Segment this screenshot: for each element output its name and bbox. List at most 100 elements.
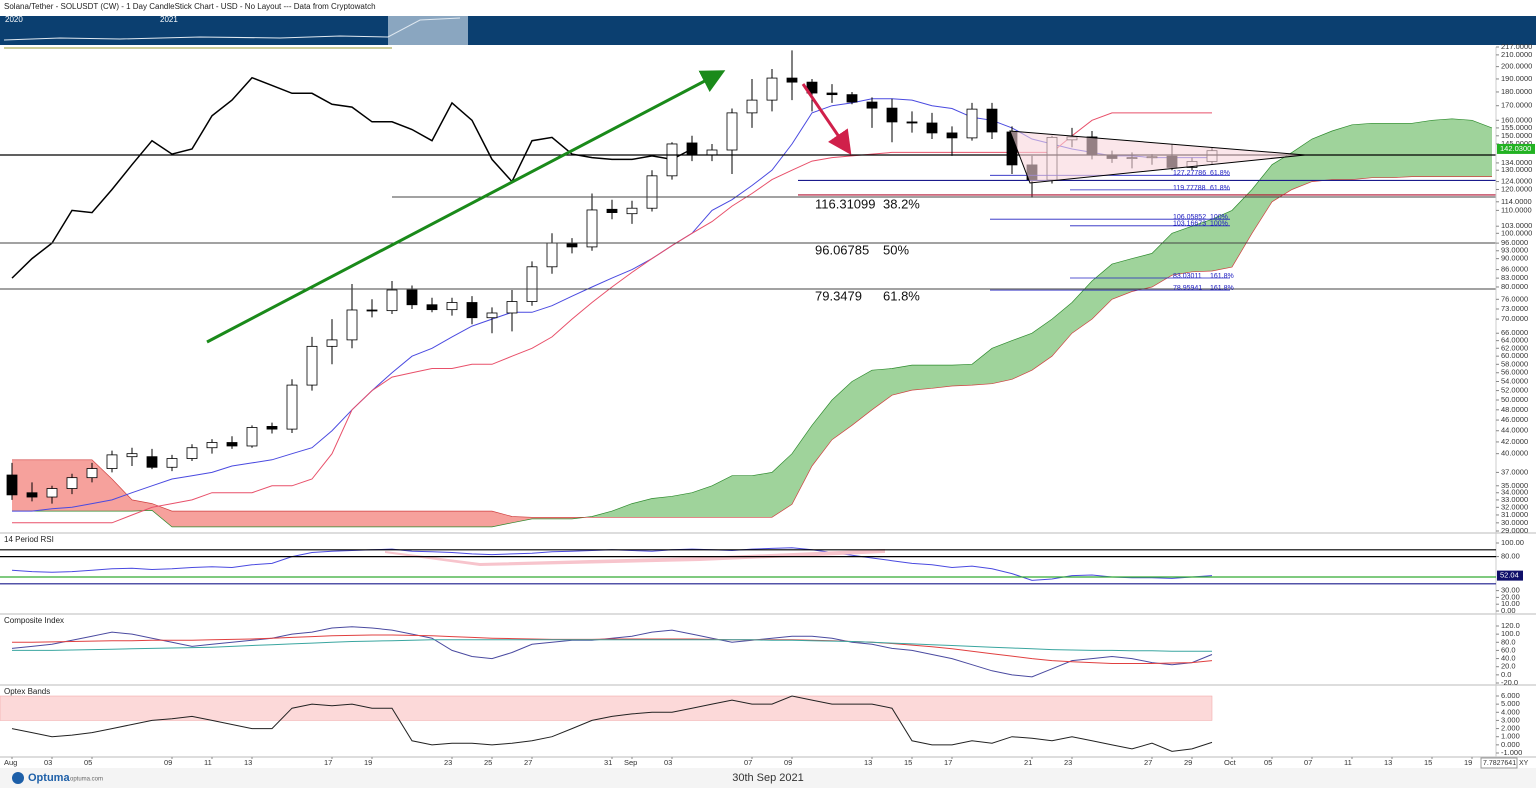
- candle-body: [26, 492, 38, 498]
- y-tick-label: 103.0000: [1501, 221, 1532, 230]
- y-tick-label: 37.0000: [1501, 467, 1528, 476]
- fib-target-price: 103.16673: [1173, 221, 1206, 228]
- candle-body: [186, 447, 198, 459]
- candle-body: [746, 99, 758, 114]
- x-tick-label: 07: [744, 758, 752, 767]
- y-tick-label: 200.0000: [1501, 62, 1532, 71]
- fib-target-price: 78.95941: [1173, 285, 1202, 292]
- cloud-segment: [532, 517, 552, 519]
- cloud-segment: [232, 511, 252, 527]
- fib-ratio: 50%: [883, 242, 909, 257]
- candle-body: [86, 468, 98, 479]
- y-tick-label: 50.0000: [1501, 395, 1528, 404]
- candle-body: [386, 289, 398, 312]
- y-tick-label: 33.0000: [1501, 495, 1528, 504]
- x-tick-label: 07: [1304, 758, 1312, 767]
- y-tick-label: 20.0: [1501, 662, 1516, 671]
- mode[interactable]: XY: [1519, 760, 1529, 767]
- cloud-segment: [172, 511, 192, 527]
- candle-body: [926, 122, 938, 134]
- x-tick-label: 15: [1424, 758, 1432, 767]
- x-tick-label: 11: [204, 758, 212, 767]
- cloud-segment: [312, 511, 332, 527]
- y-tick-label: 130.0000: [1501, 165, 1532, 174]
- cloud-segment: [1352, 123, 1372, 180]
- scale-value: 7.7827641: [1483, 760, 1516, 767]
- cloud-segment: [212, 511, 232, 527]
- candle-body: [426, 304, 438, 311]
- candle-body: [606, 208, 618, 213]
- candle-body: [986, 108, 998, 133]
- x-tick-label: 03: [664, 758, 672, 767]
- indicator-line: [12, 639, 1212, 652]
- cloud-segment: [872, 368, 892, 410]
- fib-price: 96.06785: [815, 242, 869, 257]
- cloud-segment: [452, 511, 472, 527]
- indicator-line: [11, 695, 1213, 752]
- cloud-segment: [1232, 189, 1252, 268]
- fib-target-ratio: 61.8%: [1210, 185, 1230, 192]
- navigator-window[interactable]: [388, 16, 468, 45]
- cloud-segment: [252, 511, 272, 527]
- cloud-segment: [1452, 118, 1472, 177]
- y-tick-label: 56.0000: [1501, 368, 1528, 377]
- x-tick-label: 13: [1384, 758, 1392, 767]
- cloud-segment: [1172, 226, 1192, 276]
- cloud-segment: [932, 365, 952, 389]
- price-panel: [6, 50, 1493, 528]
- candle-body: [206, 442, 218, 449]
- x-tick-label: 27: [524, 758, 532, 767]
- cloud-segment: [1192, 219, 1212, 272]
- y-tick-label: 217.0000: [1501, 42, 1532, 51]
- x-tick-label: 17: [324, 758, 332, 767]
- candle-body: [826, 92, 838, 96]
- cloud-span-b: [12, 176, 1492, 518]
- y-tick-label: 0.000: [1501, 740, 1520, 749]
- cloud-segment: [832, 381, 852, 440]
- date-label: 30th Sep 2021: [732, 772, 804, 784]
- y-tick-label: 0.00: [1501, 606, 1516, 615]
- cloud-span-a: [12, 118, 1493, 528]
- value-tag: [1497, 570, 1523, 581]
- y-tick-label: 93.0000: [1501, 246, 1528, 255]
- navigator: [0, 16, 1536, 45]
- y-tick-label: 80.00: [1501, 552, 1520, 561]
- x-tick-label: 05: [84, 758, 92, 767]
- fib-target-ratio: 61.8%: [1210, 170, 1230, 177]
- y-tick-label: 40.0000: [1501, 449, 1528, 458]
- fib-ratio: 38.2%: [883, 196, 920, 211]
- panel-separators: [0, 47, 1536, 758]
- value-tag-label: 52.04: [1500, 571, 1519, 580]
- y-tick-label: 2.000: [1501, 724, 1520, 733]
- cloud-segment: [772, 453, 792, 518]
- candle-body: [766, 77, 778, 101]
- cloud-segment: [1372, 123, 1392, 178]
- cloud-segment: [972, 348, 992, 386]
- cloud-segment: [1412, 120, 1432, 177]
- cloud-segment: [612, 503, 632, 518]
- trend-arrow: [801, 83, 852, 155]
- x-tick-label: 23: [444, 758, 452, 767]
- y-tick-label: 100.00: [1501, 538, 1524, 547]
- fib-target-price: 119.77788: [1173, 185, 1206, 192]
- y-tick-label: 64.0000: [1501, 336, 1528, 345]
- cloud-segment: [512, 516, 532, 523]
- logo: Optuma: [28, 772, 70, 784]
- candle-body: [906, 121, 918, 124]
- x-tick-label: 13: [244, 758, 252, 767]
- candle-body: [306, 345, 318, 386]
- y-tick-label: 96.0000: [1501, 238, 1528, 247]
- fib-target-price: 83.03011: [1173, 273, 1202, 280]
- y-tick-label: 86.0000: [1501, 265, 1528, 274]
- cloud-segment: [1392, 123, 1412, 178]
- y-tick-label: 10.00: [1501, 599, 1520, 608]
- y-tick-label: 100.0000: [1501, 228, 1532, 237]
- candle-body: [6, 474, 18, 496]
- candle-body: [506, 301, 518, 314]
- candle-body: [966, 108, 978, 139]
- y-tick-label: 32.0000: [1501, 502, 1528, 511]
- cloud-segment: [1152, 233, 1172, 287]
- x-tick-label: 19: [1464, 758, 1472, 767]
- fib-price: 79.3479: [815, 288, 862, 303]
